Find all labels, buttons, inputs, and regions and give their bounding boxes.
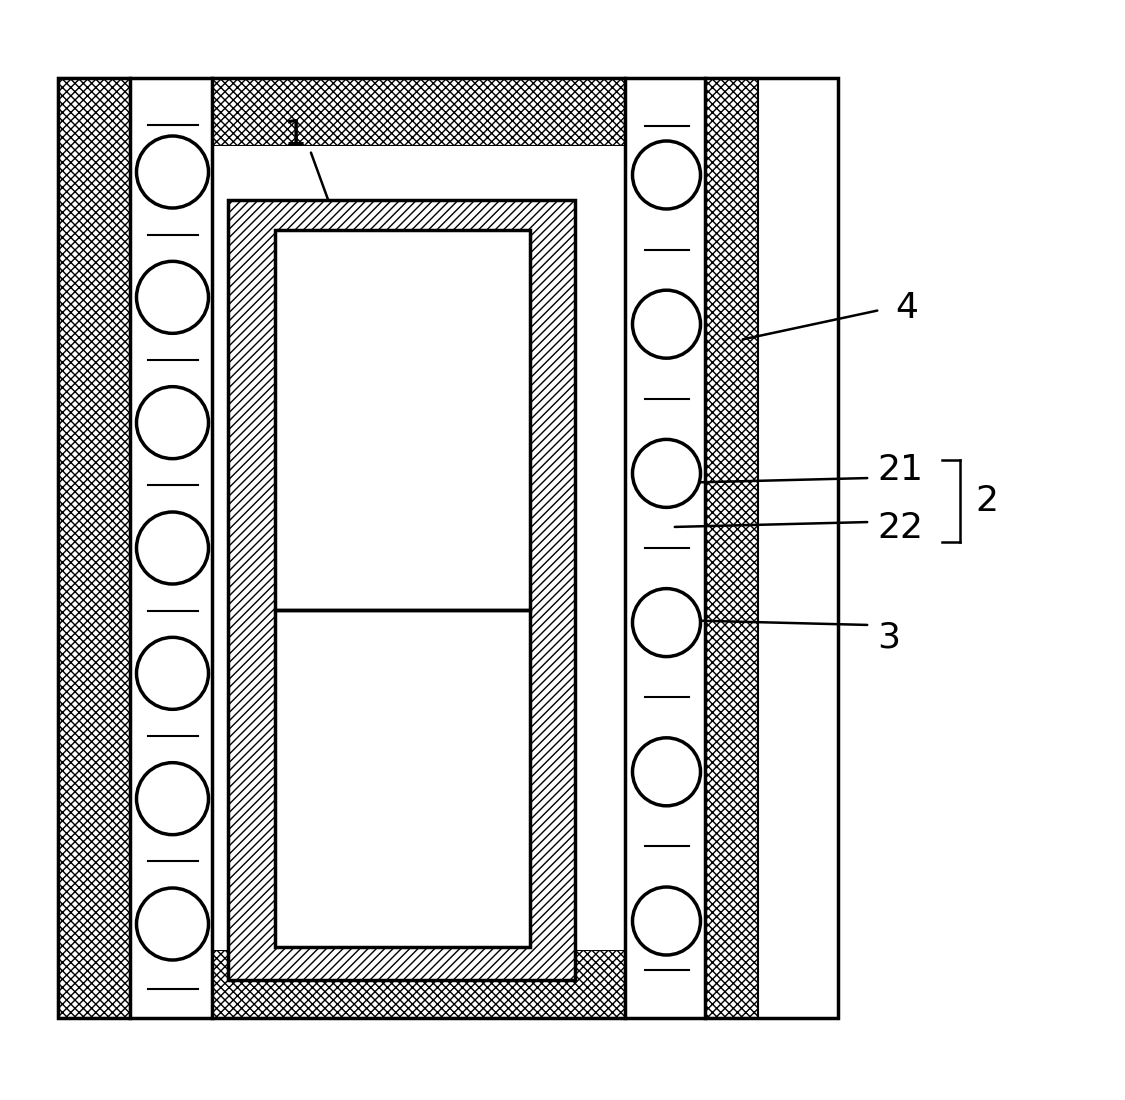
Bar bbox=[705, 78, 758, 1018]
Circle shape bbox=[136, 637, 208, 710]
Circle shape bbox=[632, 141, 701, 209]
Text: 21: 21 bbox=[878, 453, 922, 487]
Text: 1: 1 bbox=[284, 118, 306, 152]
Circle shape bbox=[136, 136, 208, 208]
Bar bbox=[228, 200, 575, 980]
Bar bbox=[58, 78, 838, 1018]
Circle shape bbox=[632, 588, 701, 657]
Text: 4: 4 bbox=[896, 292, 918, 324]
Text: 2: 2 bbox=[975, 484, 998, 518]
Text: 22: 22 bbox=[878, 512, 922, 544]
Bar bbox=[133, 78, 212, 1018]
Circle shape bbox=[632, 290, 701, 359]
Circle shape bbox=[136, 888, 208, 960]
Bar bbox=[58, 78, 130, 1018]
Circle shape bbox=[136, 762, 208, 835]
Circle shape bbox=[632, 439, 701, 507]
Circle shape bbox=[632, 738, 701, 806]
Circle shape bbox=[632, 887, 701, 955]
Bar bbox=[274, 230, 530, 610]
Bar bbox=[58, 78, 838, 1018]
Circle shape bbox=[136, 262, 208, 333]
Bar bbox=[274, 230, 530, 947]
Bar bbox=[212, 146, 626, 950]
Bar bbox=[628, 78, 705, 1018]
Circle shape bbox=[136, 387, 208, 459]
Circle shape bbox=[136, 512, 208, 584]
Bar bbox=[274, 610, 530, 947]
Bar bbox=[212, 78, 626, 146]
Text: 3: 3 bbox=[878, 621, 900, 654]
Bar bbox=[212, 950, 626, 1018]
